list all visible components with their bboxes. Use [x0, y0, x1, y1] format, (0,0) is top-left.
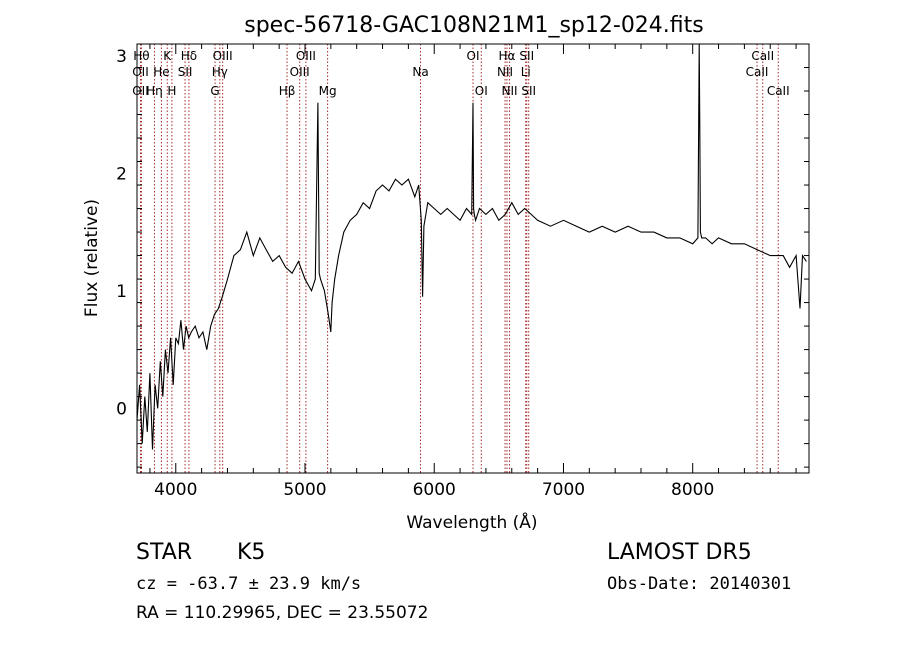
line-label: G — [210, 84, 219, 98]
spectral-line-markers — [139, 44, 779, 473]
spectral-line-labels: HθOIIOIIHηHeKHSIIHδGHγOIIIHβOIIIOIIIMgNa… — [132, 49, 789, 98]
line-label: CaII — [767, 84, 790, 98]
sky-coordinates: RA = 110.29965, DEC = 23.55072 — [136, 603, 429, 623]
line-label: OIII — [296, 49, 316, 63]
line-label: CaII — [746, 65, 769, 79]
y-tick-label: 1 — [116, 282, 127, 302]
line-label: Hθ — [133, 49, 149, 63]
line-label: Li — [521, 65, 531, 79]
line-label: OIII — [290, 65, 310, 79]
line-label: NII — [502, 84, 518, 98]
x-axis-ticks: 4000 5000 6000 7000 8000 — [149, 44, 797, 500]
x-tick-label: 5000 — [283, 480, 326, 500]
x-tick-label: 8000 — [671, 480, 714, 500]
y-axis-label: Flux (relative) — [82, 199, 102, 317]
line-label: OIII — [213, 49, 233, 63]
plot-frame — [136, 43, 810, 474]
line-label: H — [167, 84, 176, 98]
y-tick-label: 2 — [116, 164, 127, 184]
y-tick-label: 0 — [116, 399, 127, 419]
line-label: Hδ — [181, 49, 197, 63]
chart-title: spec-56718-GAC108N21M1_sp12-024.fits — [244, 13, 704, 38]
survey-name: LAMOST DR5 — [607, 540, 752, 565]
line-label: Hβ — [279, 84, 296, 98]
line-label: SII — [178, 65, 193, 79]
redshift-velocity: cz = -63.7 ± 23.9 km/s — [136, 574, 362, 594]
line-label: K — [163, 49, 172, 63]
x-tick-label: 7000 — [542, 480, 585, 500]
line-label: CaII — [751, 49, 774, 63]
line-label: NII — [497, 65, 513, 79]
object-class: STAR — [136, 540, 193, 565]
y-tick-label: 3 — [116, 47, 127, 67]
line-label: Na — [412, 65, 428, 79]
line-label: OII — [132, 65, 149, 79]
x-tick-label: 6000 — [413, 480, 456, 500]
object-subclass: K5 — [237, 540, 266, 565]
line-label: Hγ — [212, 65, 228, 79]
x-tick-label: 4000 — [154, 480, 197, 500]
line-label: SII — [521, 84, 536, 98]
spectrum-chart: spec-56718-GAC108N21M1_sp12-024.fits Hθ O… — [82, 13, 810, 533]
line-label: SII — [519, 49, 534, 63]
line-label: He — [153, 65, 169, 79]
line-label: Mg — [319, 84, 337, 98]
observation-date: Obs-Date: 20140301 — [607, 574, 792, 594]
y-axis-ticks: 0 1 2 3 — [116, 47, 809, 468]
line-label: OI — [475, 84, 488, 98]
x-axis-label: Wavelength (Å) — [406, 511, 537, 533]
line-label: Hα — [499, 49, 516, 63]
spectrum-series-line — [136, 43, 807, 450]
line-label: Hη — [146, 84, 163, 98]
line-label: OI — [467, 49, 480, 63]
